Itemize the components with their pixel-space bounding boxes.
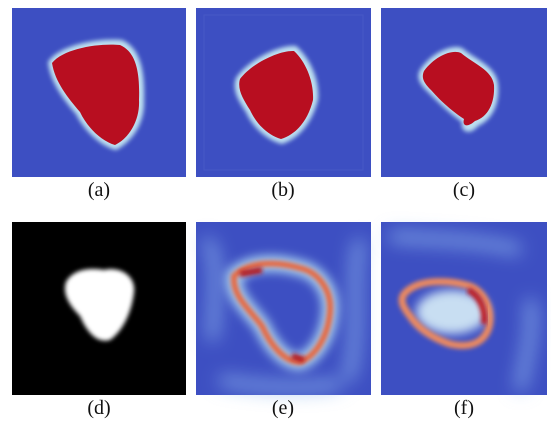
panel-f	[381, 222, 547, 395]
panel-b	[196, 8, 371, 177]
panel-c	[381, 8, 547, 177]
panel-e	[196, 222, 371, 395]
panel-label: (e)	[272, 397, 294, 419]
figure: (a) (b) (c) (d) (e) (f)	[0, 0, 551, 423]
panel-label: (d)	[87, 397, 110, 419]
panel-label: (a)	[88, 179, 110, 201]
panel-background	[196, 222, 371, 395]
panel-label: (c)	[453, 179, 475, 201]
panel-label: (b)	[271, 179, 294, 201]
panel-label: (f)	[454, 397, 474, 419]
panel-d	[12, 222, 186, 395]
panel-a	[12, 8, 186, 177]
